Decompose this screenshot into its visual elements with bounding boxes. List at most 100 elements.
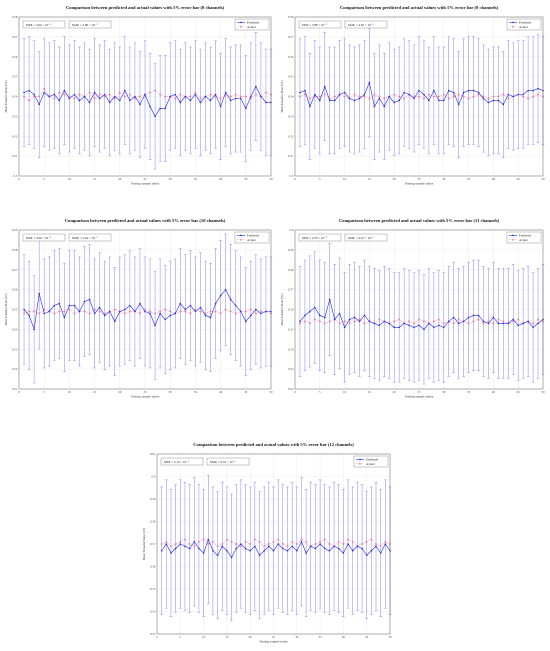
predicted-point xyxy=(343,326,346,329)
actual-point xyxy=(384,540,387,543)
actual-point xyxy=(144,308,146,311)
x-tick-label: 15 xyxy=(368,390,372,394)
actual-point xyxy=(211,540,214,543)
legend-predicted-marker xyxy=(359,458,361,461)
mse-annotation: MSE = 3.88 × 10⁻⁵ xyxy=(302,23,327,27)
actual-point xyxy=(219,97,222,100)
legend-actual-label: Actual xyxy=(519,238,528,242)
predicted-point xyxy=(300,540,303,543)
y-tick-label: 0.51 xyxy=(288,154,294,158)
predicted-point xyxy=(224,91,227,94)
predicted-point xyxy=(98,306,101,309)
predicted-point xyxy=(23,308,25,311)
x-tick-label: 10 xyxy=(68,390,72,394)
mae-box xyxy=(68,20,112,29)
x-tick-label: 45 xyxy=(517,390,521,394)
predicted-point xyxy=(517,93,519,96)
actual-point xyxy=(472,95,475,98)
predicted-point xyxy=(388,95,391,98)
chart-title: Comparison between predicted and actual … xyxy=(193,442,354,447)
y-axis-label: Heat Transfer Rate (W) xyxy=(280,294,284,326)
predicted-point xyxy=(93,91,96,94)
actual-point xyxy=(113,308,116,311)
predicted-point xyxy=(328,99,331,102)
predicted-point xyxy=(487,101,490,104)
actual-point xyxy=(319,540,322,543)
actual-point xyxy=(253,538,256,541)
predicted-point xyxy=(507,93,510,96)
predicted-point xyxy=(174,312,177,315)
predicted-point xyxy=(108,310,111,313)
y-tick-label: 0.55 xyxy=(12,75,18,79)
x-tick-label: 35 xyxy=(194,390,198,394)
actual-point xyxy=(305,540,308,543)
predicted-point xyxy=(198,547,200,550)
predicted-point xyxy=(189,99,192,102)
predicted-point xyxy=(164,107,166,110)
predicted-point xyxy=(428,99,430,102)
predicted-point xyxy=(452,91,455,94)
actual-point xyxy=(267,543,270,545)
actual-point xyxy=(482,95,485,98)
predicted-point xyxy=(179,543,182,545)
predicted-point xyxy=(88,298,91,301)
actual-point xyxy=(73,97,76,100)
x-tick-label: 20 xyxy=(249,635,253,639)
predicted-point xyxy=(28,89,30,92)
actual-point xyxy=(472,320,475,323)
actual-point xyxy=(254,312,257,315)
legend-actual-label: Actual xyxy=(247,25,256,29)
predicted-point xyxy=(184,95,187,98)
actual-point xyxy=(358,318,361,321)
actual-point xyxy=(303,93,306,96)
actual-point xyxy=(442,322,445,325)
predicted-point xyxy=(319,314,321,317)
y-tick-label: 0.57 xyxy=(288,35,294,39)
predicted-point xyxy=(53,93,56,96)
y-tick-label: 0.52 xyxy=(12,367,18,371)
predicted-point xyxy=(379,552,382,554)
actual-point xyxy=(342,543,345,545)
predicted-point xyxy=(154,115,156,118)
actual-point xyxy=(328,320,331,323)
mae-annotation: MAE = 5.90 × 10⁻³ xyxy=(72,23,97,27)
chart-panel: 0.51 0.52 0.53 0.54 0.55 0.56 0.57 0.58 0.59 0 5 10… xyxy=(4,218,273,399)
predicted-point xyxy=(268,545,270,548)
actual-point xyxy=(378,318,381,321)
predicted-point xyxy=(347,543,349,545)
predicted-point xyxy=(398,99,400,102)
actual-point xyxy=(337,540,340,543)
predicted-point xyxy=(532,89,534,92)
actual-point xyxy=(522,95,525,98)
actual-point xyxy=(113,97,116,100)
predicted-point xyxy=(492,316,495,319)
predicted-point xyxy=(209,316,212,319)
actual-point xyxy=(281,543,284,545)
predicted-point xyxy=(462,91,465,94)
actual-point xyxy=(277,538,280,541)
y-tick-label: 0.6 xyxy=(290,228,294,232)
chart-panel: 0.5 0.51 0.52 0.53 0.54 0.55 0.56 0.57 0.58 0 5 10 1… xyxy=(280,5,545,186)
predicted-point xyxy=(333,99,336,102)
actual-point xyxy=(452,322,455,325)
chart-panel: 0.53 0.54 0.55 0.56 0.57 0.58 0.59 0.6 0.61 0 5 10 1… xyxy=(142,442,392,644)
y-tick-label: 0.59 xyxy=(12,228,18,232)
mse-annotation: MSE = 3.90 × 10⁻⁵ xyxy=(26,236,51,240)
y-tick-label: 0.54 xyxy=(150,610,156,614)
actual-point xyxy=(308,322,311,325)
actual-point xyxy=(393,320,396,323)
predicted-point xyxy=(299,91,301,94)
actual-point xyxy=(38,312,41,315)
predicted-point xyxy=(309,310,311,313)
actual-point xyxy=(98,93,101,96)
predicted-point xyxy=(124,308,126,311)
actual-point xyxy=(73,312,76,315)
predicted-point xyxy=(174,93,177,96)
chart-title: Comparison between predicted and actual … xyxy=(65,218,226,223)
actual-point xyxy=(365,540,368,543)
chart-title: Comparison between predicted and actual … xyxy=(340,5,499,10)
actual-point xyxy=(348,322,351,325)
actual-point xyxy=(234,312,237,315)
